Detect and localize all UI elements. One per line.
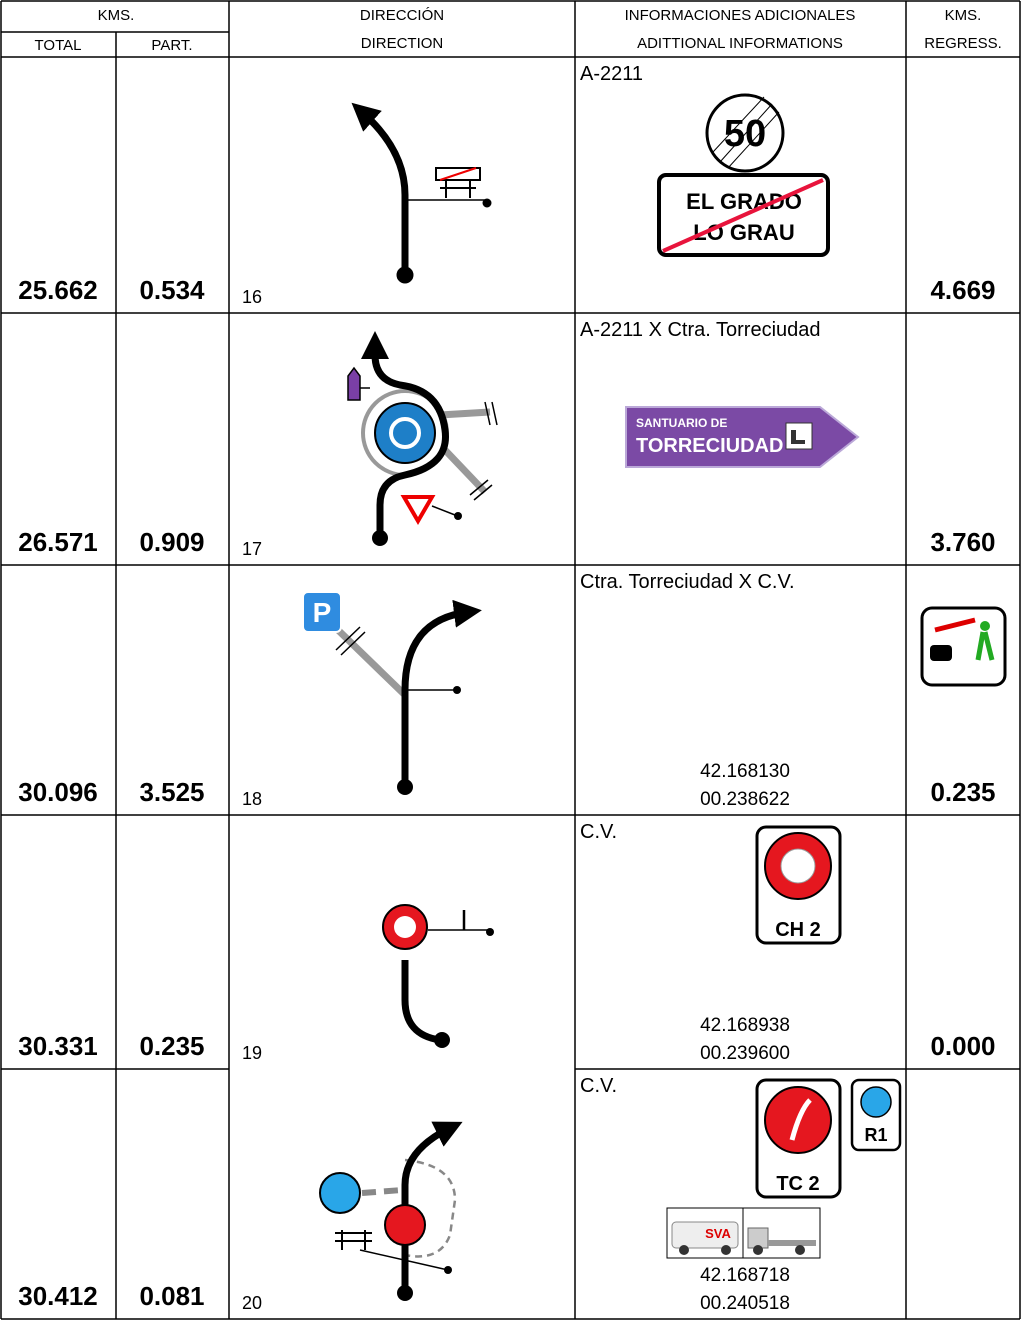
partial-km: 0.534 <box>139 275 205 305</box>
step-number: 16 <box>242 287 262 307</box>
step-number: 20 <box>242 1293 262 1313</box>
direction-diagram <box>351 102 492 284</box>
info-title: A-2211 X Ctra. Torreciudad <box>580 319 821 341</box>
coordinate: 00.240518 <box>700 1293 790 1314</box>
step-number: 18 <box>242 789 262 809</box>
header: PART. <box>151 37 192 54</box>
icon <box>920 606 1007 687</box>
sign: 50 EL GRADO LO GRAU <box>657 93 830 257</box>
total-km: 30.096 <box>18 777 98 807</box>
header: TOTAL <box>35 37 82 54</box>
info-title: C.V. <box>580 1075 617 1097</box>
info-title: Ctra. Torreciudad X C.V. <box>580 571 795 593</box>
sign-text: P <box>313 597 332 628</box>
step-number: 19 <box>242 1043 262 1063</box>
header: KMS. <box>945 7 982 24</box>
regress-km: 4.669 <box>930 275 995 305</box>
info-title: A-2211 <box>580 63 643 85</box>
coordinate: 42.168130 <box>700 761 790 782</box>
coordinate: 42.168718 <box>700 1265 790 1286</box>
regress-km: 0.235 <box>930 777 995 807</box>
info-title: C.V. <box>580 821 617 843</box>
header: ADITTIONAL INFORMATIONS <box>637 35 843 52</box>
sign-text: EL GRADO <box>686 189 802 214</box>
coordinate: 00.239600 <box>700 1043 790 1064</box>
regress-km: 3.760 <box>930 527 995 557</box>
direction-diagram <box>347 331 498 546</box>
sign-text: SANTUARIO DE <box>636 416 727 430</box>
partial-km: 0.235 <box>139 1031 204 1061</box>
sign-text: TC 2 <box>776 1173 819 1195</box>
sign: SANTUARIO DE TORRECIUDAD <box>625 406 860 468</box>
coordinate: 42.168938 <box>700 1015 790 1036</box>
sign: TC 2 R1 SVA <box>666 1078 902 1259</box>
total-km: 30.412 <box>18 1281 98 1311</box>
direction-diagram <box>319 1121 463 1301</box>
partial-km: 0.909 <box>139 527 204 557</box>
sign-text: CH 2 <box>775 919 821 941</box>
sign-text: LO GRAU <box>693 220 794 245</box>
header: DIRECCIÓN <box>360 7 444 24</box>
partial-km: 3.525 <box>139 777 204 807</box>
regress-km: 0.000 <box>930 1031 995 1061</box>
header: REGRESS. <box>924 35 1002 52</box>
sign-text: SVA <box>705 1226 731 1241</box>
direction-diagram: P <box>302 591 482 795</box>
total-km: 25.662 <box>18 275 98 305</box>
sign-text: 50 <box>724 113 766 155</box>
sign-text: R1 <box>864 1125 887 1145</box>
sign: CH 2 <box>755 825 842 945</box>
header: DIRECTION <box>361 35 444 52</box>
total-km: 30.331 <box>18 1031 98 1061</box>
direction-diagram <box>382 904 494 1048</box>
partial-km: 0.081 <box>139 1281 204 1311</box>
coordinate: 00.238622 <box>700 789 790 810</box>
sign-text: TORRECIUDAD <box>636 435 783 457</box>
total-km: 26.571 <box>18 527 98 557</box>
step-number: 17 <box>242 539 262 559</box>
header: INFORMACIONES ADICIONALES <box>625 7 856 24</box>
header: KMS. <box>98 7 135 24</box>
